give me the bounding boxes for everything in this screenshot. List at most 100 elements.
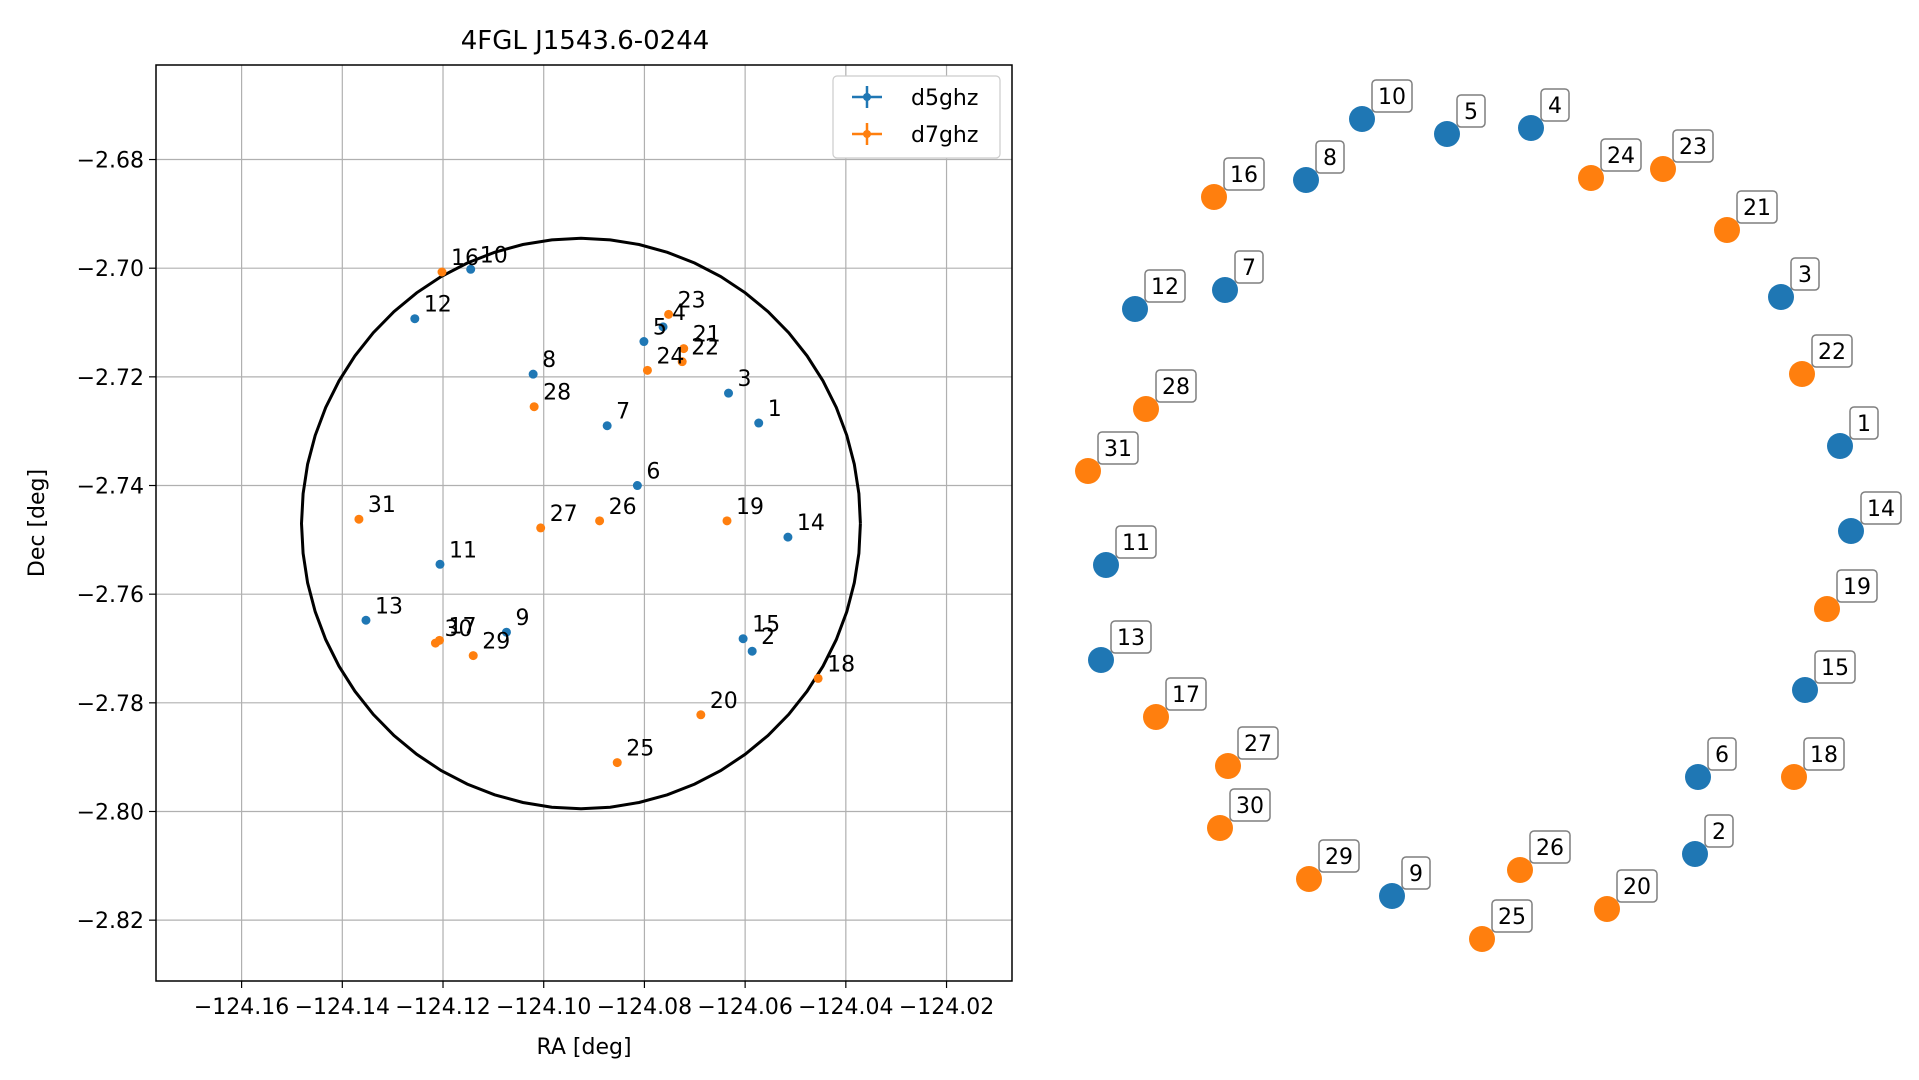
point-label: 13	[375, 594, 403, 619]
point-label: 24	[656, 344, 684, 369]
x-tick-label: −124.10	[496, 995, 591, 1020]
y-tick-label: −2.70	[77, 257, 144, 282]
ring-label: 15	[1821, 656, 1849, 681]
ring-label-box	[1234, 250, 1264, 284]
point-d5ghz-3	[724, 388, 734, 398]
ring-label: 14	[1867, 497, 1895, 522]
ring-label: 29	[1325, 845, 1353, 870]
y-tick-label: −2.80	[77, 800, 144, 825]
ring-label-box	[1811, 334, 1853, 368]
x-tick-label: −124.02	[899, 995, 994, 1020]
ring-point-25	[1469, 926, 1495, 952]
point-d7ghz-31	[354, 514, 364, 524]
ring-point-28	[1133, 396, 1159, 422]
y-tick-label: −2.68	[77, 149, 144, 174]
ring-label-box	[1836, 569, 1878, 603]
ring-label: 1	[1857, 412, 1871, 437]
ring-label: 28	[1162, 375, 1190, 400]
point-d5ghz-7	[602, 421, 612, 431]
ring-point-6	[1685, 764, 1711, 790]
y-axis-label: Dec [deg]	[25, 469, 50, 577]
point-d5ghz-5	[639, 337, 649, 347]
point-d7ghz-21	[679, 344, 689, 354]
point-label: 21	[693, 323, 721, 348]
ring-label-box	[1814, 650, 1856, 684]
ring-label-box	[1165, 677, 1207, 711]
ring-label-box	[1860, 491, 1902, 525]
ring-label-box	[1707, 737, 1737, 771]
point-label: 28	[543, 381, 571, 406]
ring-label-box	[1229, 788, 1271, 822]
point-label: 1	[768, 397, 782, 422]
point-label: 3	[738, 367, 752, 392]
legend-item-d5ghz: d5ghz	[852, 86, 978, 111]
point-label: 20	[710, 689, 738, 714]
ring-point-27	[1215, 753, 1241, 779]
legend-marker-d7ghz-dot	[863, 130, 871, 138]
point-d7ghz-29	[468, 651, 478, 661]
ring-point-11	[1093, 552, 1119, 578]
point-d7ghz-30	[430, 638, 440, 648]
sky-position-plot: 4FGL J1543.6-0244 −124.16 −124.14 −124.12−…	[25, 26, 1013, 1060]
x-tick-label: −124.12	[395, 995, 490, 1020]
ring-label-box	[1491, 899, 1533, 933]
y-tick-label: −2.82	[77, 909, 144, 934]
point-label: 29	[482, 630, 510, 655]
ring-label: 27	[1244, 732, 1272, 757]
ring-point-3	[1768, 284, 1794, 310]
point-label: 12	[424, 293, 452, 318]
point-label: 15	[752, 613, 780, 638]
point-label: 17	[448, 614, 476, 639]
ring-label-box	[1401, 856, 1431, 890]
ring-label: 11	[1122, 531, 1150, 556]
point-d5ghz-11	[435, 559, 445, 569]
ring-label: 26	[1536, 836, 1564, 861]
point-label: 6	[646, 460, 660, 485]
ring-point-8	[1293, 167, 1319, 193]
ring-label: 13	[1117, 626, 1145, 651]
ring-label: 24	[1607, 144, 1635, 169]
data-points: 1234567891011121314151617181920212223242…	[354, 243, 855, 768]
ring-point-31	[1075, 458, 1101, 484]
ring-label-box	[1237, 726, 1279, 760]
point-label: 2	[761, 625, 775, 650]
ring-label-box	[1315, 140, 1345, 174]
legend-item-d7ghz: d7ghz	[852, 123, 978, 148]
point-label: 30	[444, 617, 472, 642]
point-d7ghz-23	[664, 309, 674, 319]
ring-label-box	[1540, 88, 1570, 122]
point-d7ghz-22	[677, 357, 687, 367]
ring-label-box	[1849, 406, 1879, 440]
point-d7ghz-26	[595, 516, 605, 526]
ring-point-30	[1207, 815, 1233, 841]
ring-label-box	[1155, 369, 1197, 403]
ring-label: 23	[1679, 135, 1707, 160]
ring-label: 10	[1378, 85, 1406, 110]
point-label: 8	[542, 348, 556, 373]
ring-label: 4	[1548, 94, 1562, 119]
ring-label-box	[1115, 525, 1157, 559]
ring-label: 16	[1230, 163, 1258, 188]
point-label: 23	[678, 288, 706, 313]
point-d5ghz-13	[361, 615, 371, 625]
point-d5ghz-12	[410, 314, 420, 324]
ring-label: 30	[1236, 794, 1264, 819]
x-tick-label: −124.16	[194, 995, 289, 1020]
ring-point-29	[1296, 866, 1322, 892]
point-d7ghz-27	[536, 523, 546, 533]
point-label: 16	[451, 246, 479, 271]
ring-point-26	[1507, 857, 1533, 883]
point-d5ghz-6	[632, 481, 642, 491]
y-tick-label: −2.76	[77, 583, 144, 608]
ring-label-box	[1616, 869, 1658, 903]
point-d7ghz-25	[612, 758, 622, 768]
ring-label-box	[1318, 839, 1360, 873]
ring-point-10	[1349, 106, 1375, 132]
point-label: 7	[616, 400, 630, 425]
x-axis-ticks: −124.16 −124.14 −124.12 −124.10 −124.08 −124.…	[194, 981, 994, 1020]
ring-label: 9	[1409, 862, 1423, 887]
ring-point-12	[1122, 296, 1148, 322]
ring-label-box	[1790, 257, 1820, 291]
ring-point-13	[1088, 647, 1114, 673]
